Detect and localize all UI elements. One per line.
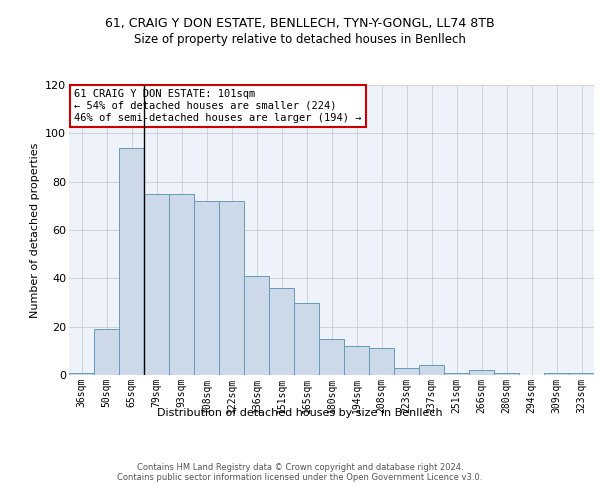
Bar <box>444 372 469 375</box>
Bar <box>144 194 169 375</box>
Bar <box>94 329 119 375</box>
Text: Size of property relative to detached houses in Benllech: Size of property relative to detached ho… <box>134 32 466 46</box>
Bar <box>544 372 569 375</box>
Bar <box>244 276 269 375</box>
Text: Distribution of detached houses by size in Benllech: Distribution of detached houses by size … <box>157 408 443 418</box>
Bar <box>469 370 494 375</box>
Bar <box>494 372 519 375</box>
Bar <box>169 194 194 375</box>
Text: 61 CRAIG Y DON ESTATE: 101sqm
← 54% of detached houses are smaller (224)
46% of : 61 CRAIG Y DON ESTATE: 101sqm ← 54% of d… <box>74 90 362 122</box>
Bar <box>119 148 144 375</box>
Bar <box>569 372 594 375</box>
Bar <box>369 348 394 375</box>
Bar <box>69 372 94 375</box>
Bar <box>294 302 319 375</box>
Bar <box>219 201 244 375</box>
Text: 61, CRAIG Y DON ESTATE, BENLLECH, TYN-Y-GONGL, LL74 8TB: 61, CRAIG Y DON ESTATE, BENLLECH, TYN-Y-… <box>105 18 495 30</box>
Bar <box>344 346 369 375</box>
Bar <box>394 368 419 375</box>
Y-axis label: Number of detached properties: Number of detached properties <box>29 142 40 318</box>
Text: Contains HM Land Registry data © Crown copyright and database right 2024.
Contai: Contains HM Land Registry data © Crown c… <box>118 462 482 482</box>
Bar <box>419 366 444 375</box>
Bar <box>194 201 219 375</box>
Bar <box>269 288 294 375</box>
Bar <box>319 339 344 375</box>
